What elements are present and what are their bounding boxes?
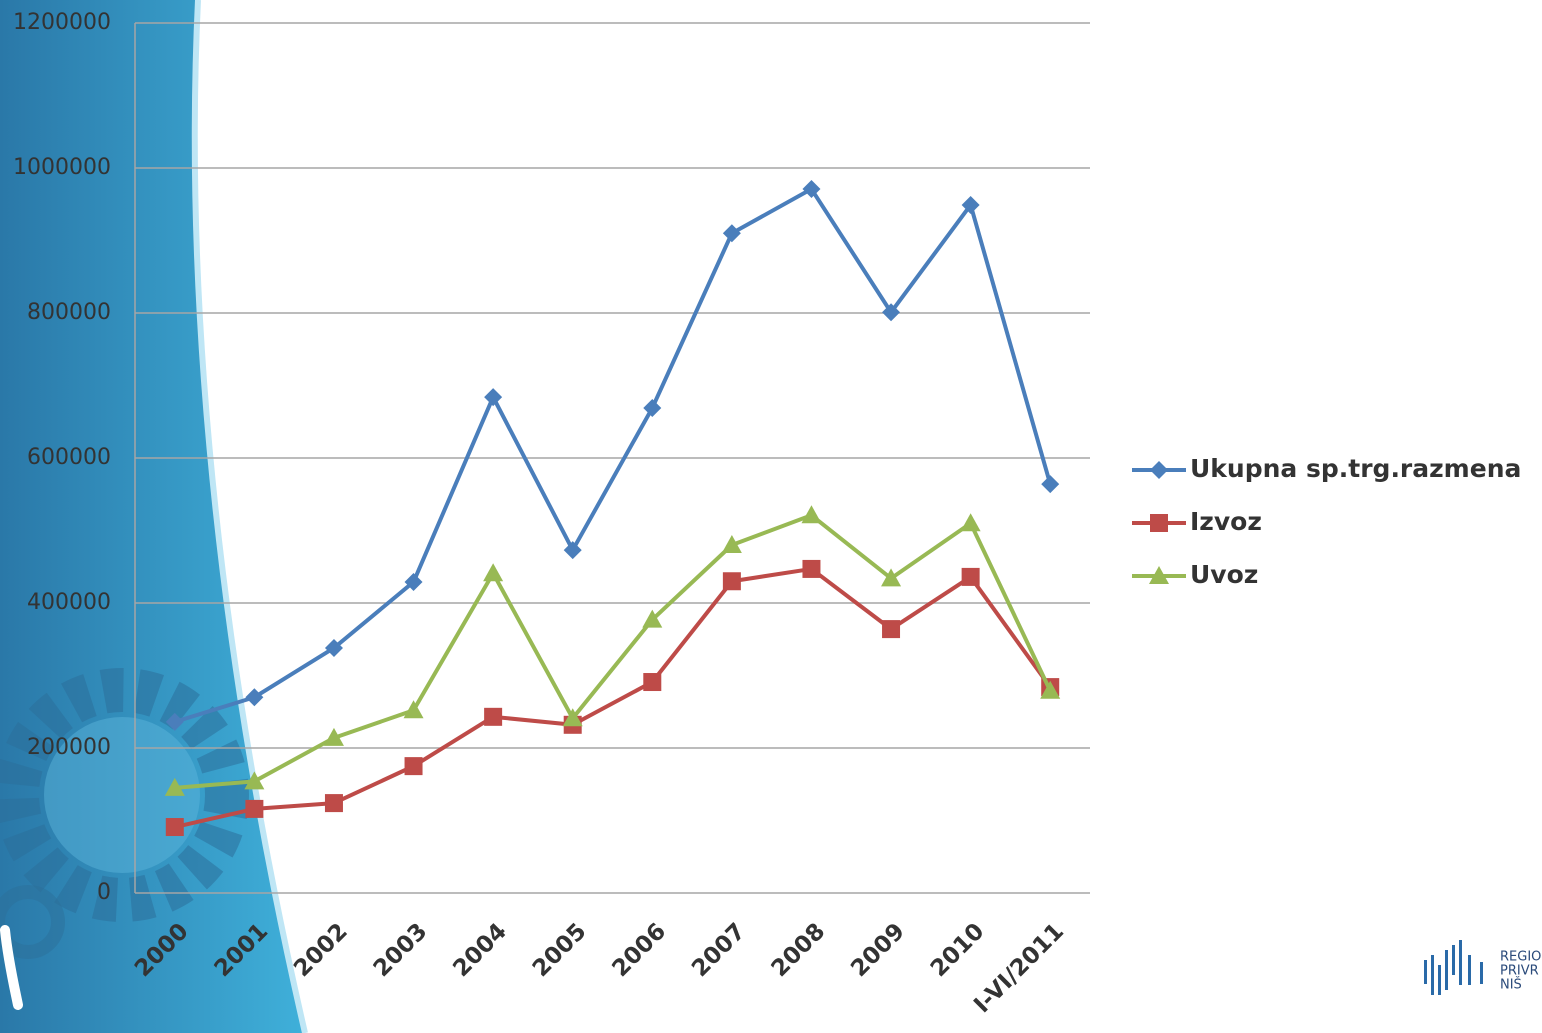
point-marker <box>484 707 503 726</box>
point-marker <box>722 224 741 243</box>
point-marker <box>324 638 343 657</box>
x-tick-label: 2007 <box>687 918 751 982</box>
x-tick-label: 2003 <box>369 918 433 982</box>
y-tick-label: 1200000 <box>13 10 111 35</box>
point-marker <box>404 757 423 776</box>
y-tick-label: 400000 <box>27 590 111 615</box>
x-tick-label: 2009 <box>846 918 910 982</box>
background-decoration <box>0 0 308 1033</box>
x-tick-label: 2004 <box>448 918 512 982</box>
legend-marker <box>1149 566 1169 584</box>
point-marker <box>802 559 821 578</box>
point-marker <box>882 303 901 322</box>
series-line <box>174 566 1052 829</box>
legend-marker <box>1150 461 1168 479</box>
point-marker <box>324 794 343 813</box>
point-marker <box>1041 475 1060 494</box>
point-marker <box>961 195 980 214</box>
point-marker <box>563 541 582 560</box>
point-marker <box>722 572 741 591</box>
series-line <box>174 187 1053 724</box>
x-tick-label: 2008 <box>767 918 831 982</box>
x-tick-label: 2006 <box>607 918 671 982</box>
point-marker <box>484 388 503 407</box>
point-marker <box>961 567 980 586</box>
legend-label: Ukupna sp.trg.razmena <box>1190 454 1521 483</box>
point-marker <box>881 568 902 587</box>
point-marker <box>802 180 821 199</box>
point-marker <box>165 712 184 731</box>
point-marker <box>483 563 504 582</box>
point-marker <box>882 620 901 639</box>
y-tick-label: 800000 <box>27 300 111 325</box>
logo-text: NIŠ <box>1500 977 1522 993</box>
point-marker <box>642 609 663 628</box>
point-marker <box>1040 680 1061 699</box>
point-marker <box>721 535 742 553</box>
point-marker <box>801 505 822 524</box>
point-marker <box>404 572 423 591</box>
series-line <box>174 513 1053 790</box>
y-tick-label: 200000 <box>27 735 111 760</box>
legend-label: Izvoz <box>1190 507 1262 536</box>
y-tick-label: 1000000 <box>13 155 111 180</box>
logo-text: PRIVR <box>1500 964 1539 979</box>
point-marker <box>245 799 264 818</box>
legend-marker <box>1150 514 1168 532</box>
point-marker <box>643 398 662 417</box>
y-tick-label: 600000 <box>27 445 111 470</box>
logo-text: REGIO <box>1500 950 1541 965</box>
point-marker <box>960 513 981 532</box>
point-marker <box>165 818 184 837</box>
point-marker <box>403 700 424 719</box>
point-marker <box>323 727 344 746</box>
point-marker <box>164 777 185 796</box>
x-tick-label: 2010 <box>926 918 990 982</box>
x-tick-label: 2005 <box>528 918 592 982</box>
y-tick-label: 0 <box>97 880 111 905</box>
x-tick-label: 2002 <box>289 918 353 982</box>
point-marker <box>562 708 583 727</box>
logo: REGIO PRIVR NIŠ <box>1424 940 1541 995</box>
legend-label: Uvoz <box>1190 560 1258 589</box>
point-marker <box>244 771 265 790</box>
point-marker <box>643 673 662 692</box>
point-marker <box>245 688 264 707</box>
